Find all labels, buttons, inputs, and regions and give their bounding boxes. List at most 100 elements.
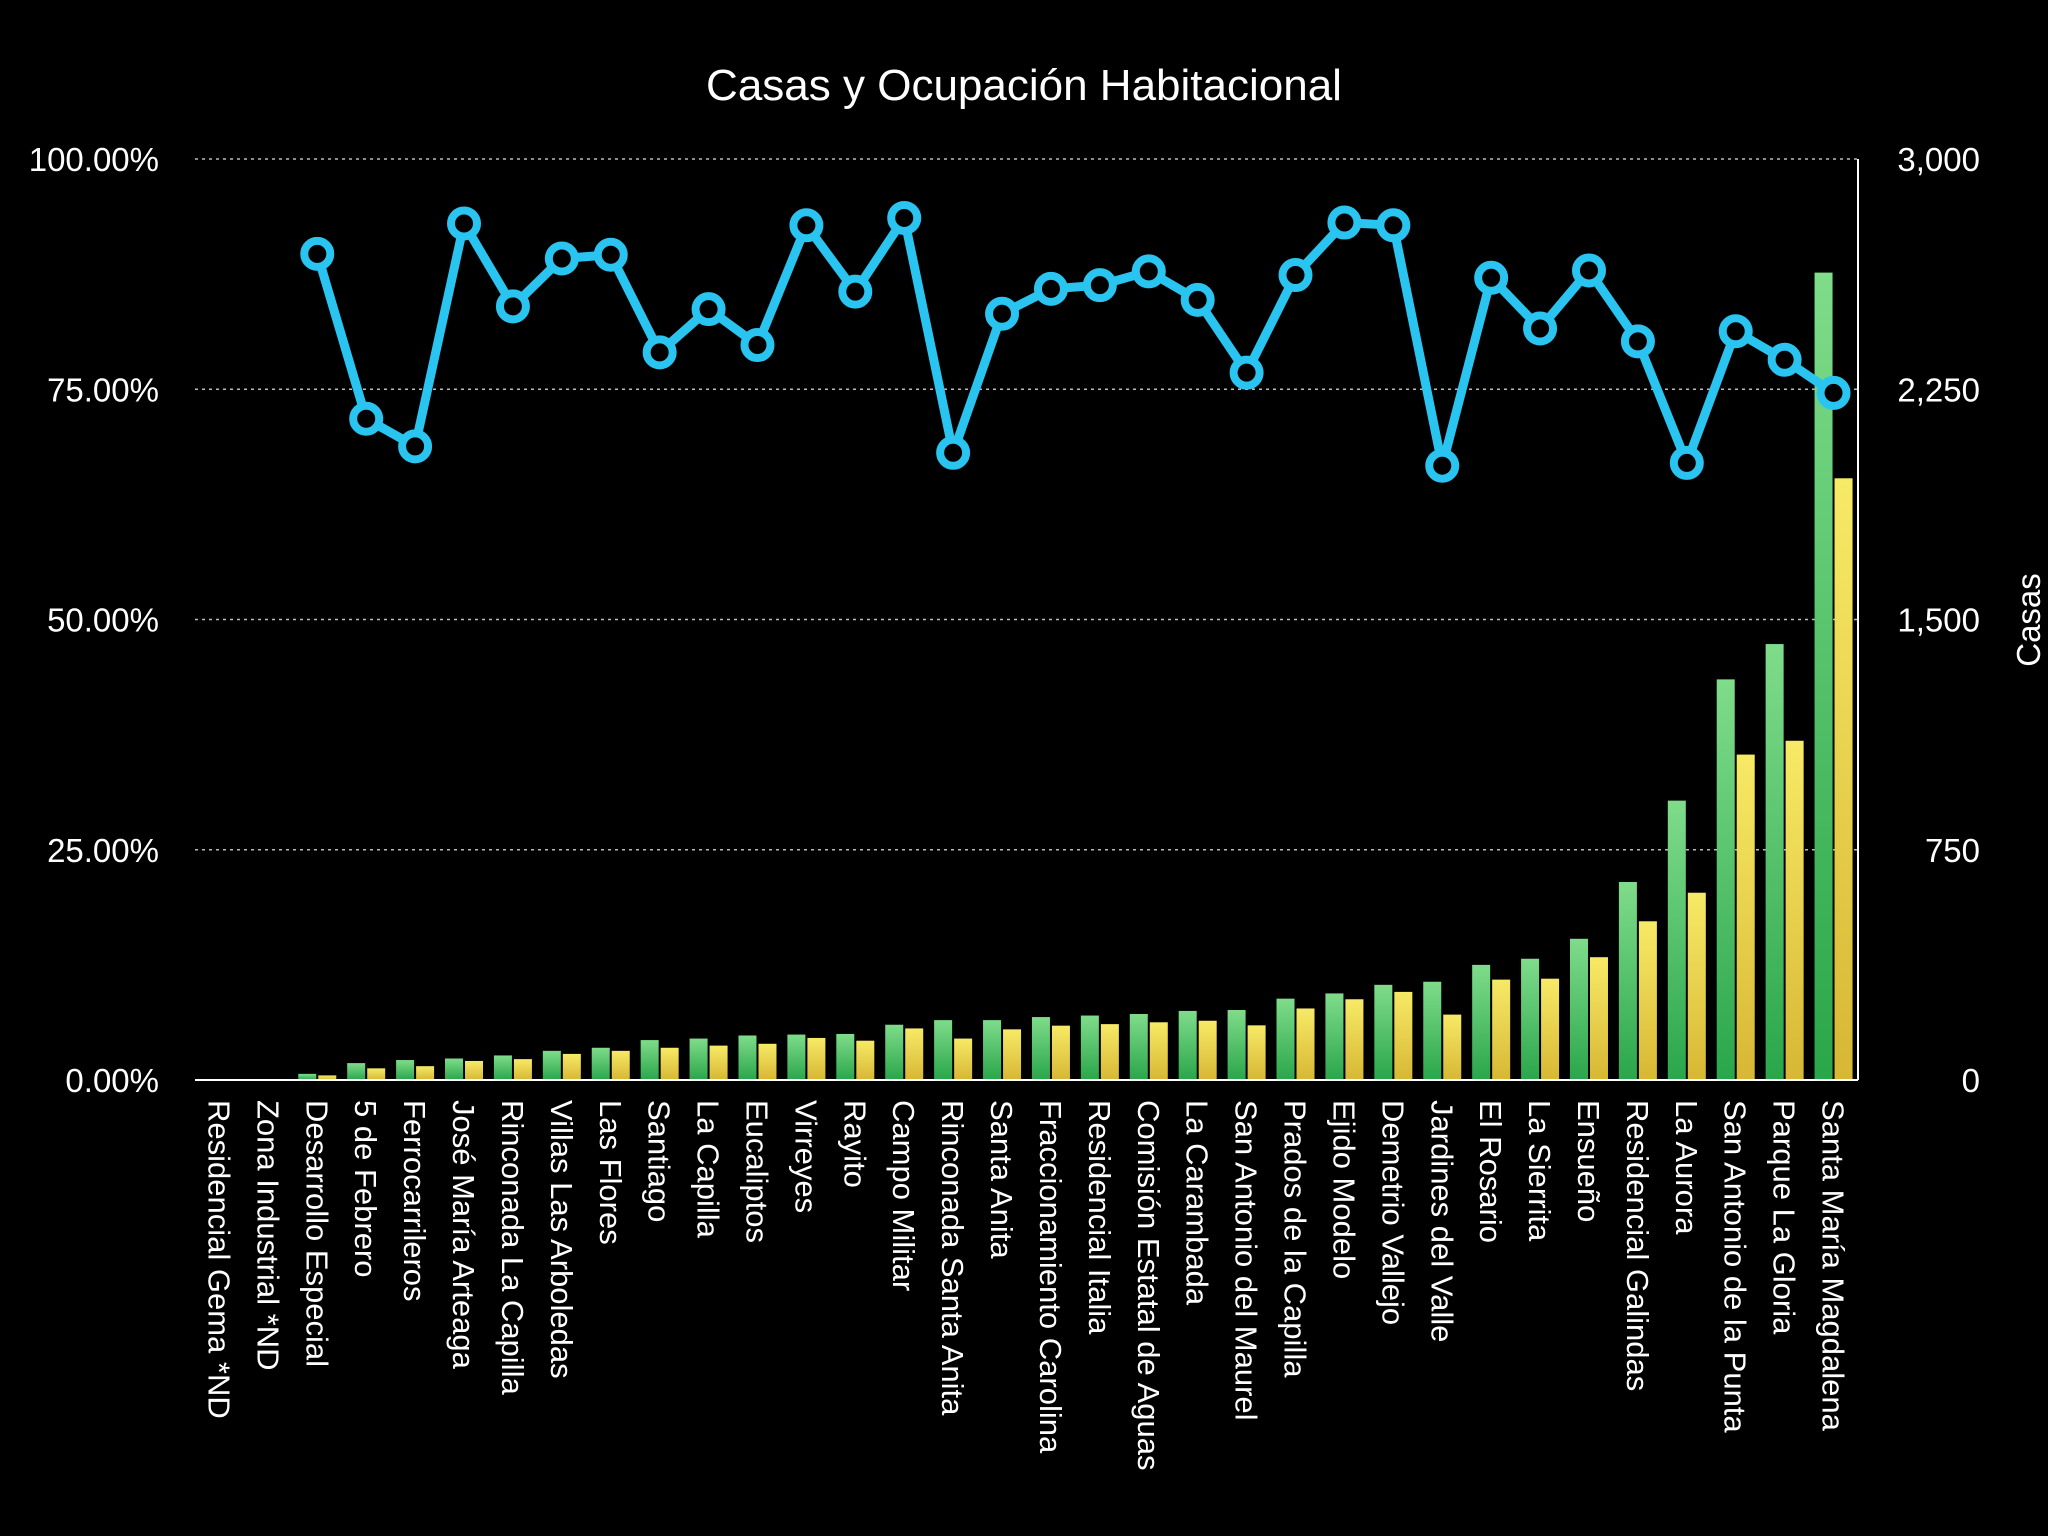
category-label: Campo Militar [886,1100,921,1291]
occupancy-point [1033,271,1068,306]
bar-total-houses [298,1073,317,1080]
occupancy-point [1131,254,1166,289]
category-label: Prados de la Capilla [1278,1100,1313,1378]
bar-total-houses [689,1038,708,1080]
y2-tick-label: 2,250 [1897,371,1980,408]
bar-total-houses [542,1050,561,1080]
occupancy-point [1767,342,1802,377]
bar-occupied-houses [1198,1020,1217,1080]
y2-tick-label: 3,000 [1897,141,1980,178]
chart-title: Casas y Ocupación Habitacional [706,61,1342,110]
y-tick-label: 50.00% [47,602,159,639]
bar-total-houses [1569,938,1588,1080]
bar-occupied-houses [318,1075,337,1080]
category-label: Jardines del Valle [1424,1100,1459,1342]
bar-occupied-houses [1051,1025,1070,1080]
bar-total-houses [738,1035,757,1080]
bar-total-houses [1129,1013,1148,1080]
category-label: La Carambada [1180,1100,1215,1306]
y-tick-label: 0.00% [65,1062,159,1099]
bar-total-houses [1080,1015,1099,1080]
occupancy-point [1376,208,1411,243]
bar-total-houses [1716,679,1735,1080]
occupancy-point [1718,314,1753,349]
occupancy-point [544,241,579,276]
category-label: Desarrollo Especial [299,1100,334,1367]
category-label: Residencial Galindas [1620,1100,1655,1391]
occupancy-point [300,236,335,271]
occupancy-point [1229,355,1264,390]
category-label: Santa María Magdalena [1816,1100,1851,1432]
category-label: La Capilla [691,1100,726,1239]
occupancy-point [691,292,726,327]
y2-tick-label: 1,500 [1897,602,1980,639]
occupancy-point [1620,324,1655,359]
right-axis-ticks: 0 750 1,500 2,250 3,000 [1897,141,1980,1099]
occupancy-point [1327,205,1362,240]
bar-total-houses [1031,1017,1050,1080]
category-label: Comisión Estatal de Aguas [1131,1100,1166,1471]
bar-total-houses [1374,984,1393,1080]
bar-occupied-houses [1638,921,1657,1080]
bar-total-houses [1227,1010,1246,1080]
category-labels: Residencial Gema *ND Zona Industrial *ND D… [201,1100,1850,1471]
y-tick-label: 75.00% [47,371,159,408]
occupancy-point [1571,253,1606,288]
category-label: Villas Las Arboledas [544,1100,579,1379]
occupancy-point [740,328,775,363]
category-label: El Rosario [1473,1100,1508,1243]
bar-occupied-houses [1736,754,1755,1080]
bar-occupied-houses [1296,1008,1315,1080]
category-label: Ejido Modelo [1326,1100,1361,1279]
occupancy-point [1523,311,1558,346]
bar-occupied-houses [1687,892,1706,1080]
category-label: Residencial Gema *ND [201,1100,236,1419]
bar-occupied-houses [1149,1022,1168,1080]
bar-total-houses [1472,964,1491,1080]
category-label: 5 de Febrero [348,1100,383,1278]
category-label: Ensueño [1571,1100,1606,1222]
bar-total-houses [396,1060,415,1080]
bar-total-houses [1814,272,1833,1081]
occupancy-point [1474,260,1509,295]
category-label: Rayito [837,1100,872,1188]
occupancy-point [447,206,482,241]
bar-occupied-houses [1492,979,1511,1080]
y2-tick-label: 0 [1962,1062,1980,1099]
occupancy-point [593,237,628,272]
occupancy-point [495,289,530,324]
occupancy-point [1180,282,1215,317]
category-label: Santiago [642,1100,677,1222]
bar-total-houses [934,1020,953,1080]
bar-occupied-houses [1394,991,1413,1080]
category-label: Residencial Italia [1082,1100,1117,1335]
category-label: Santa Anita [984,1100,1019,1259]
bar-occupied-houses [954,1038,973,1080]
bar-total-houses [347,1063,366,1080]
bar-occupied-houses [1785,740,1804,1080]
bar-occupied-houses [1443,1014,1462,1080]
occupancy-point [349,401,384,436]
category-label: Eucaliptos [739,1100,774,1243]
occupancy-point [887,200,922,235]
bar-occupied-houses [367,1068,386,1080]
category-label: San Antonio del Maurel [1229,1100,1264,1421]
bar-total-houses [1276,998,1295,1080]
bar-total-houses [591,1047,610,1080]
y-tick-label: 100.00% [29,141,159,178]
occupancy-point [985,296,1020,331]
bar-occupied-houses [1247,1025,1266,1080]
category-label: José María Arteaga [446,1100,481,1370]
bar-occupied-houses [856,1040,875,1080]
bar-occupied-houses [660,1047,679,1080]
bar-total-houses [983,1020,1002,1080]
bar-total-houses [885,1024,904,1080]
bar-total-houses [836,1033,855,1080]
occupancy-point [1425,448,1460,483]
category-label: Ferrocarrileros [397,1100,432,1302]
bar-total-houses [1178,1010,1197,1080]
y-tick-label: 25.00% [47,832,159,869]
bar-occupied-houses [709,1045,728,1080]
